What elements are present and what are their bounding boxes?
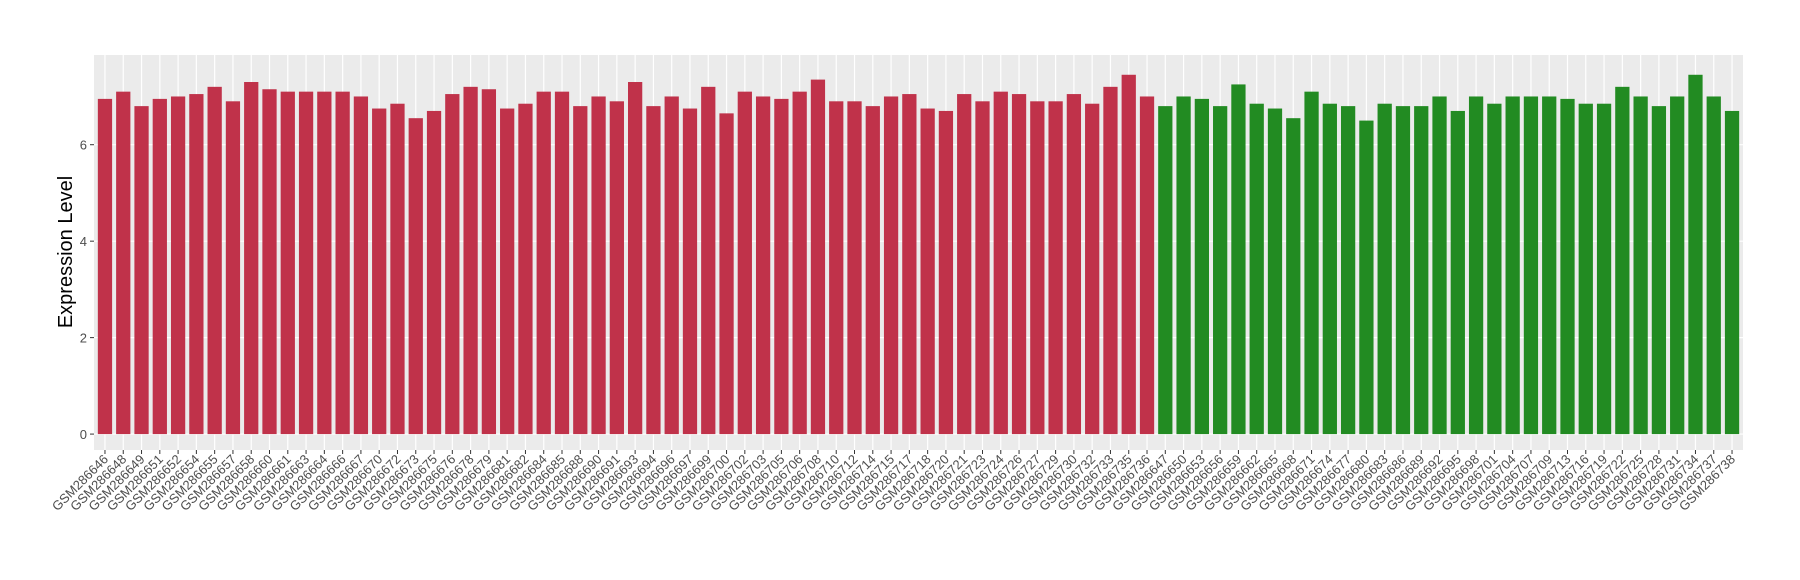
bar	[1066, 94, 1082, 435]
bar	[1542, 96, 1557, 435]
bar	[847, 101, 862, 435]
plot-panel	[94, 55, 1743, 450]
bar	[426, 110, 442, 435]
bar	[664, 96, 679, 435]
bar	[1724, 110, 1740, 435]
bar	[554, 91, 570, 435]
bar	[353, 96, 369, 435]
bar	[938, 110, 954, 435]
bar	[1615, 86, 1630, 435]
bar	[810, 79, 826, 435]
bar	[1158, 106, 1173, 435]
bar	[1176, 96, 1191, 435]
bar	[1505, 96, 1520, 435]
bar	[1414, 106, 1429, 435]
y-tick-label: 2	[80, 331, 87, 346]
bar	[1322, 103, 1337, 435]
bar	[993, 91, 1008, 435]
bar	[883, 96, 899, 435]
bar	[116, 91, 131, 435]
bar	[518, 103, 533, 435]
bar	[1377, 103, 1392, 435]
bar	[1450, 110, 1465, 435]
bar	[445, 94, 460, 435]
bar	[372, 108, 387, 435]
bar	[591, 96, 606, 435]
bar	[1048, 101, 1063, 435]
bar	[225, 101, 241, 435]
bar	[774, 98, 789, 435]
bar	[500, 108, 515, 435]
bar	[1139, 96, 1155, 435]
bar	[335, 91, 350, 435]
bar	[244, 82, 259, 435]
bar	[1468, 96, 1484, 435]
y-tick-label: 4	[80, 234, 87, 249]
bar	[408, 118, 423, 435]
bar	[1085, 103, 1100, 435]
bar	[1523, 96, 1539, 435]
bar	[262, 89, 277, 435]
bar	[1030, 101, 1045, 435]
bar	[1633, 96, 1648, 435]
bar	[755, 96, 771, 435]
bar	[1432, 96, 1447, 435]
bar	[573, 106, 588, 435]
bar	[481, 89, 497, 435]
bar	[829, 101, 844, 435]
bar	[298, 91, 314, 435]
bar	[975, 101, 990, 435]
bar	[1249, 103, 1264, 435]
bar	[1670, 96, 1685, 435]
bar	[1560, 98, 1575, 435]
bar	[646, 106, 661, 435]
bar	[1121, 74, 1136, 435]
bar	[920, 108, 935, 435]
y-tick-label: 6	[80, 138, 87, 153]
bar	[1578, 103, 1593, 435]
bar	[1231, 84, 1246, 435]
bar	[170, 96, 186, 435]
bar	[865, 106, 880, 435]
bar	[1286, 118, 1301, 435]
bar	[1688, 74, 1703, 435]
bar	[628, 82, 643, 435]
bar	[1213, 106, 1228, 435]
bar	[719, 113, 734, 435]
bar	[1359, 120, 1374, 435]
y-tick-label: 0	[80, 427, 87, 442]
bar	[957, 94, 972, 435]
bar	[134, 106, 149, 435]
bar	[390, 103, 405, 435]
bar	[317, 91, 332, 435]
bar	[1487, 103, 1502, 435]
bar	[1651, 106, 1667, 435]
bar	[1304, 91, 1319, 435]
bar	[207, 86, 222, 435]
bar	[536, 91, 551, 435]
bar	[97, 98, 113, 435]
bar	[792, 91, 807, 435]
bar	[682, 108, 698, 435]
bar	[1340, 106, 1356, 435]
bar	[1395, 106, 1411, 435]
bar	[1011, 94, 1027, 435]
bar	[737, 91, 752, 435]
bar	[1194, 98, 1209, 435]
bar	[701, 86, 716, 435]
bar	[189, 94, 204, 435]
bar	[1706, 96, 1721, 435]
y-axis-title: Expression Level	[55, 176, 77, 328]
bar	[280, 91, 295, 435]
bar	[1267, 108, 1283, 435]
bar	[463, 86, 478, 435]
bar	[609, 101, 624, 435]
bar	[902, 94, 917, 435]
bar	[1103, 86, 1118, 435]
bar	[1596, 103, 1612, 435]
bar	[152, 98, 167, 435]
